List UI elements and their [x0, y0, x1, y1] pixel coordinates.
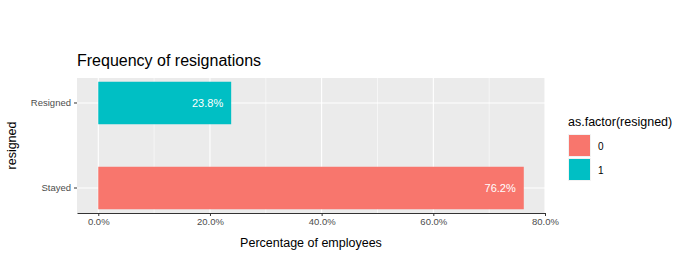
y-tick: Stayed — [41, 182, 77, 193]
x-tick-label: 60.0% — [420, 216, 447, 227]
grid-line — [544, 78, 545, 213]
chart-title: Frequency of resignations — [77, 52, 261, 69]
bar — [98, 82, 231, 125]
panel-background — [77, 78, 545, 213]
x-tick: 60.0% — [420, 213, 447, 227]
y-axis-title: resigned — [5, 121, 19, 169]
data-label: 23.8% — [192, 97, 223, 109]
bar — [98, 167, 524, 210]
legend-swatch — [569, 159, 590, 180]
x-tick-label: 80.0% — [532, 216, 559, 227]
x-tick: 0.0% — [88, 213, 110, 227]
x-tick-label: 0.0% — [88, 216, 110, 227]
legend-title: as.factor(resigned) — [568, 115, 672, 129]
y-tick-mark — [74, 188, 77, 189]
y-tick-mark — [74, 102, 77, 103]
x-axis-title: Percentage of employees — [240, 236, 382, 250]
y-tick-label: Stayed — [41, 182, 71, 193]
legend-label: 1 — [598, 165, 604, 176]
y-axis: Resigned Stayed — [31, 97, 77, 193]
legend-key-background — [568, 158, 591, 181]
legend-label: 0 — [598, 141, 604, 152]
data-labels: 76.2% 23.8% — [192, 97, 516, 194]
legend-swatch — [569, 135, 590, 156]
data-label: 76.2% — [485, 182, 516, 194]
chart: 76.2% 23.8% 0.0% 20.0% 40.0% 60.0% 80.0% Resign… — [0, 0, 700, 280]
grid — [77, 78, 545, 213]
x-tick-label: 40.0% — [309, 216, 336, 227]
x-tick: 80.0% — [532, 213, 559, 227]
y-tick-label: Resigned — [31, 97, 71, 108]
legend: as.factor(resigned) 0 1 — [568, 115, 672, 181]
x-axis: 0.0% 20.0% 40.0% 60.0% 80.0% — [78, 213, 560, 227]
x-tick: 40.0% — [309, 213, 336, 227]
x-tick: 20.0% — [197, 213, 224, 227]
x-tick-label: 20.0% — [197, 216, 224, 227]
y-tick: Resigned — [31, 97, 77, 108]
bars — [98, 82, 524, 210]
legend-key-background — [568, 134, 591, 157]
x-axis-line — [78, 213, 546, 214]
